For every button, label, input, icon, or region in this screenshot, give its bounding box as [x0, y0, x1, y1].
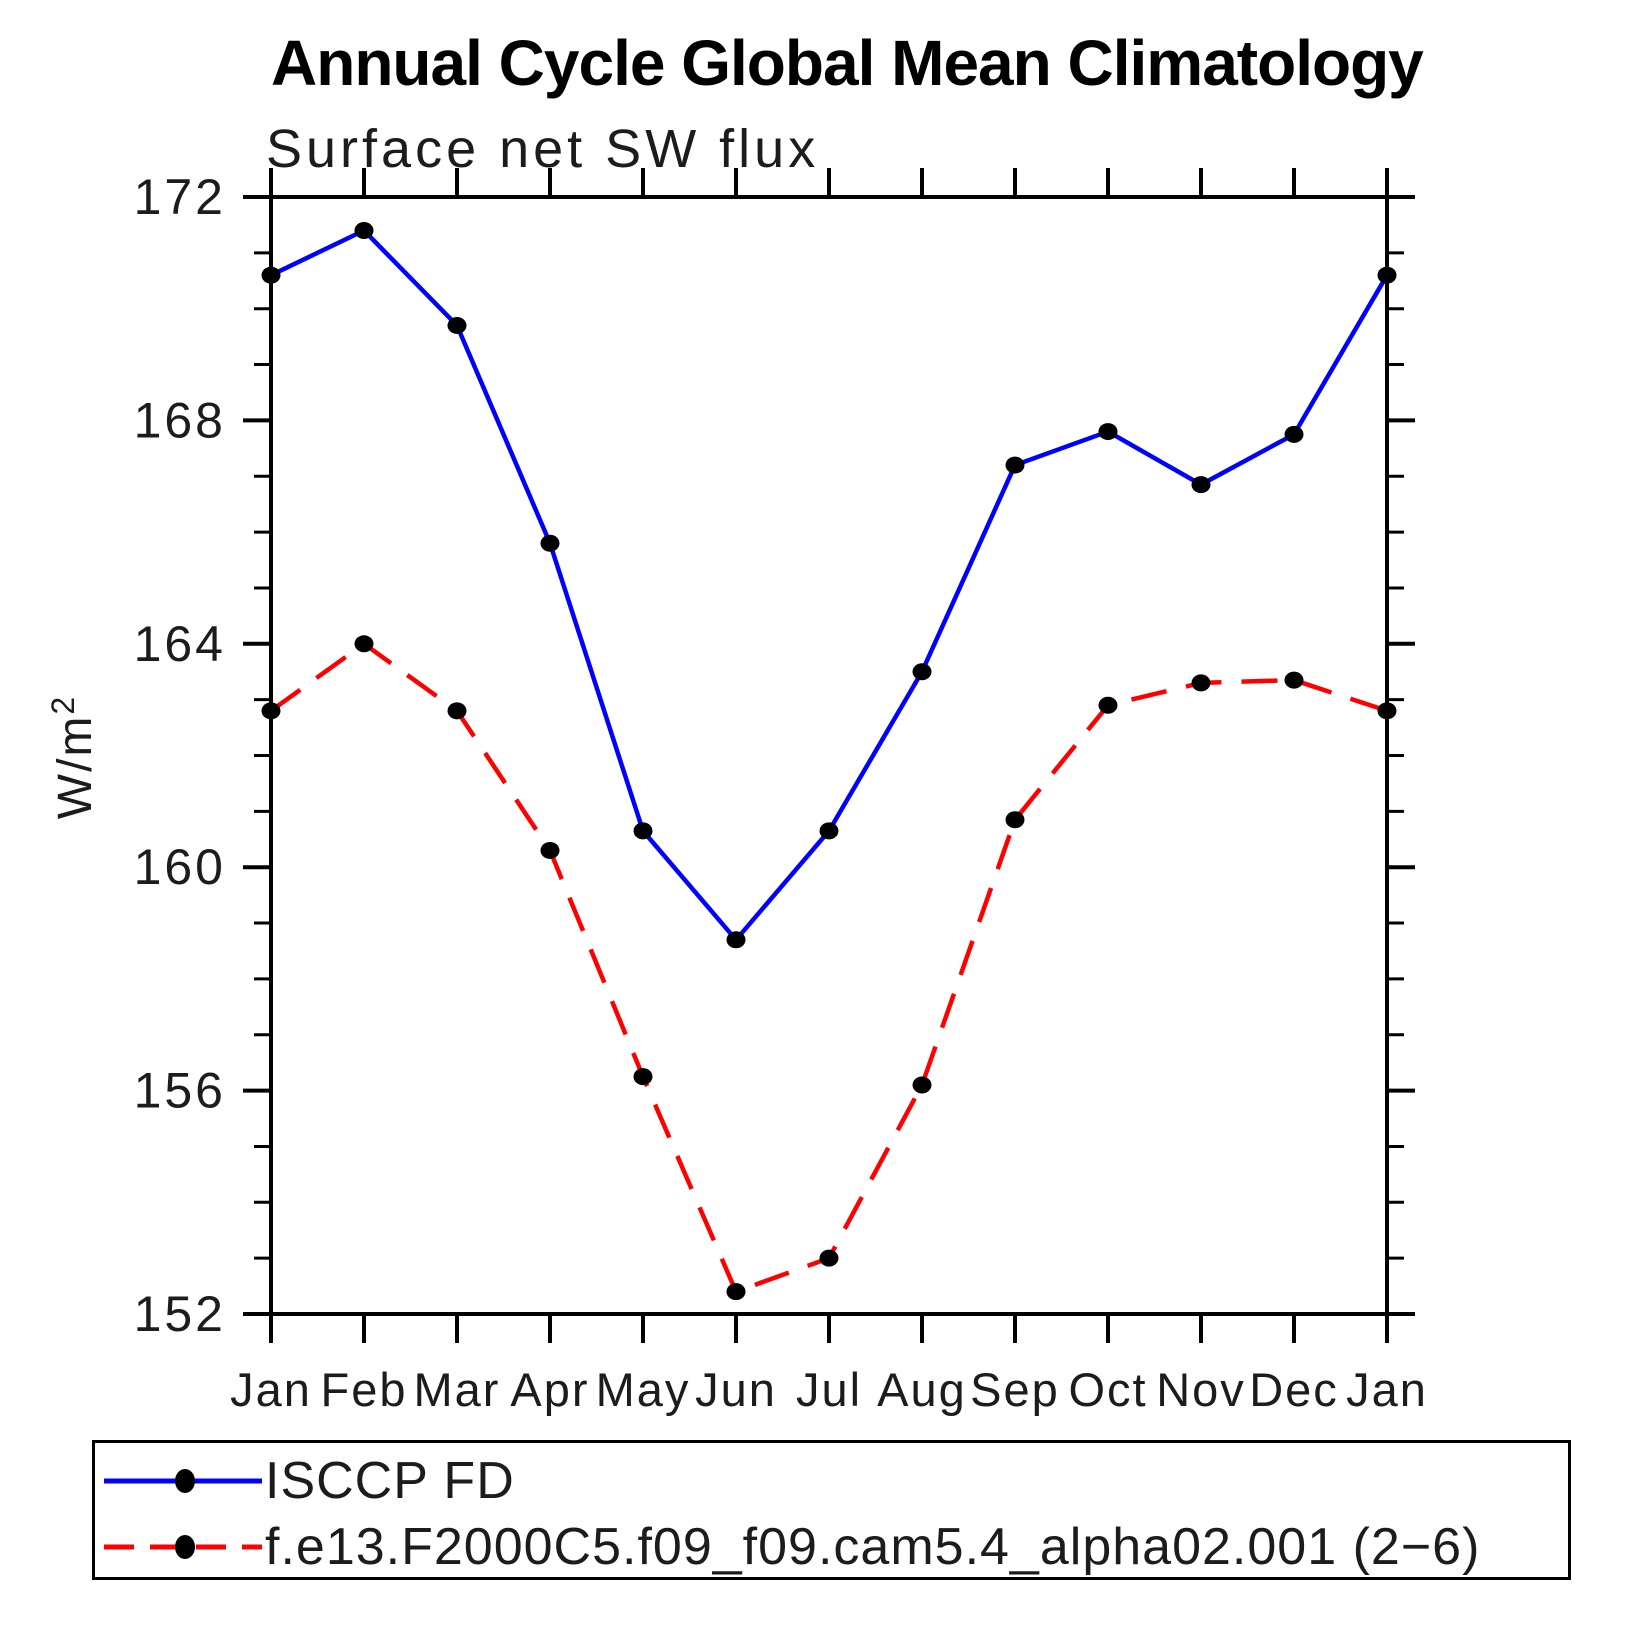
x-tick-label: Jan	[230, 1363, 312, 1416]
data-point-marker	[447, 316, 467, 334]
x-tick-label: Jan	[1346, 1363, 1428, 1416]
x-tick-label: Nov	[1156, 1363, 1246, 1416]
x-tick-label: Jun	[695, 1363, 777, 1416]
data-point-marker	[1191, 674, 1211, 692]
plot-frame	[269, 195, 1389, 1316]
legend: ISCCP FD f.e13.F2000C5.f09_f09.cam5.4_al…	[92, 1440, 1571, 1580]
data-point-marker	[1284, 671, 1304, 689]
legend-marker-dot	[175, 1469, 195, 1493]
y-tick-label: 160	[134, 839, 226, 895]
data-point-marker	[819, 1249, 839, 1267]
x-tick-label: Feb	[321, 1363, 408, 1416]
chart-title: Annual Cycle Global Mean Climatology	[271, 27, 1424, 99]
x-tick-label: Apr	[510, 1363, 589, 1416]
legend-marker-dot	[175, 1535, 195, 1559]
data-point-marker	[1098, 423, 1118, 441]
x-tick-label: Dec	[1249, 1363, 1339, 1416]
y-tick-label: 168	[134, 392, 226, 448]
x-tick-label: Aug	[877, 1363, 967, 1416]
y-tick-label: 156	[134, 1063, 226, 1119]
legend-item-label: ISCCP FD	[265, 1452, 515, 1510]
x-tick-label: Jul	[796, 1363, 862, 1416]
legend-line-sample	[104, 1535, 262, 1559]
y-tick-label: 164	[134, 616, 226, 672]
legend-item-label: f.e13.F2000C5.f09_f09.cam5.4_alpha02.001…	[265, 1518, 1481, 1576]
legend-item: f.e13.F2000C5.f09_f09.cam5.4_alpha02.001…	[95, 1518, 1481, 1576]
data-point-marker	[912, 1076, 932, 1094]
data-point-marker	[261, 702, 281, 720]
data-point-marker	[633, 1068, 653, 1086]
data-point-marker	[1098, 696, 1118, 714]
series-line-1	[269, 641, 1388, 1294]
data-point-marker	[726, 931, 746, 949]
data-point-marker	[540, 841, 560, 859]
data-point-marker	[912, 663, 932, 681]
data-point-marker	[1377, 266, 1397, 284]
data-point-marker	[447, 702, 467, 720]
data-point-marker	[726, 1283, 746, 1301]
legend-line-sample	[104, 1469, 262, 1493]
data-point-marker	[819, 822, 839, 840]
data-point-marker	[1005, 811, 1025, 829]
data-point-marker	[633, 822, 653, 840]
y-tick-label: 172	[134, 169, 226, 225]
y-tick-label: 152	[134, 1286, 226, 1342]
data-point-marker	[1191, 476, 1211, 494]
legend-item: ISCCP FD	[95, 1452, 515, 1510]
data-point-marker	[1377, 702, 1397, 720]
chart-subtitle: Surface net SW flux	[266, 119, 820, 179]
data-point-marker	[540, 534, 560, 552]
x-tick-label: Oct	[1068, 1363, 1147, 1416]
x-tick-label: May	[596, 1363, 691, 1416]
x-tick-label: Mar	[414, 1363, 501, 1416]
data-point-marker	[1005, 456, 1025, 474]
x-tick-label: Sep	[970, 1363, 1060, 1416]
data-point-marker	[261, 266, 281, 284]
data-point-marker	[354, 222, 374, 240]
data-point-marker	[1284, 425, 1304, 443]
data-point-marker	[354, 635, 374, 653]
